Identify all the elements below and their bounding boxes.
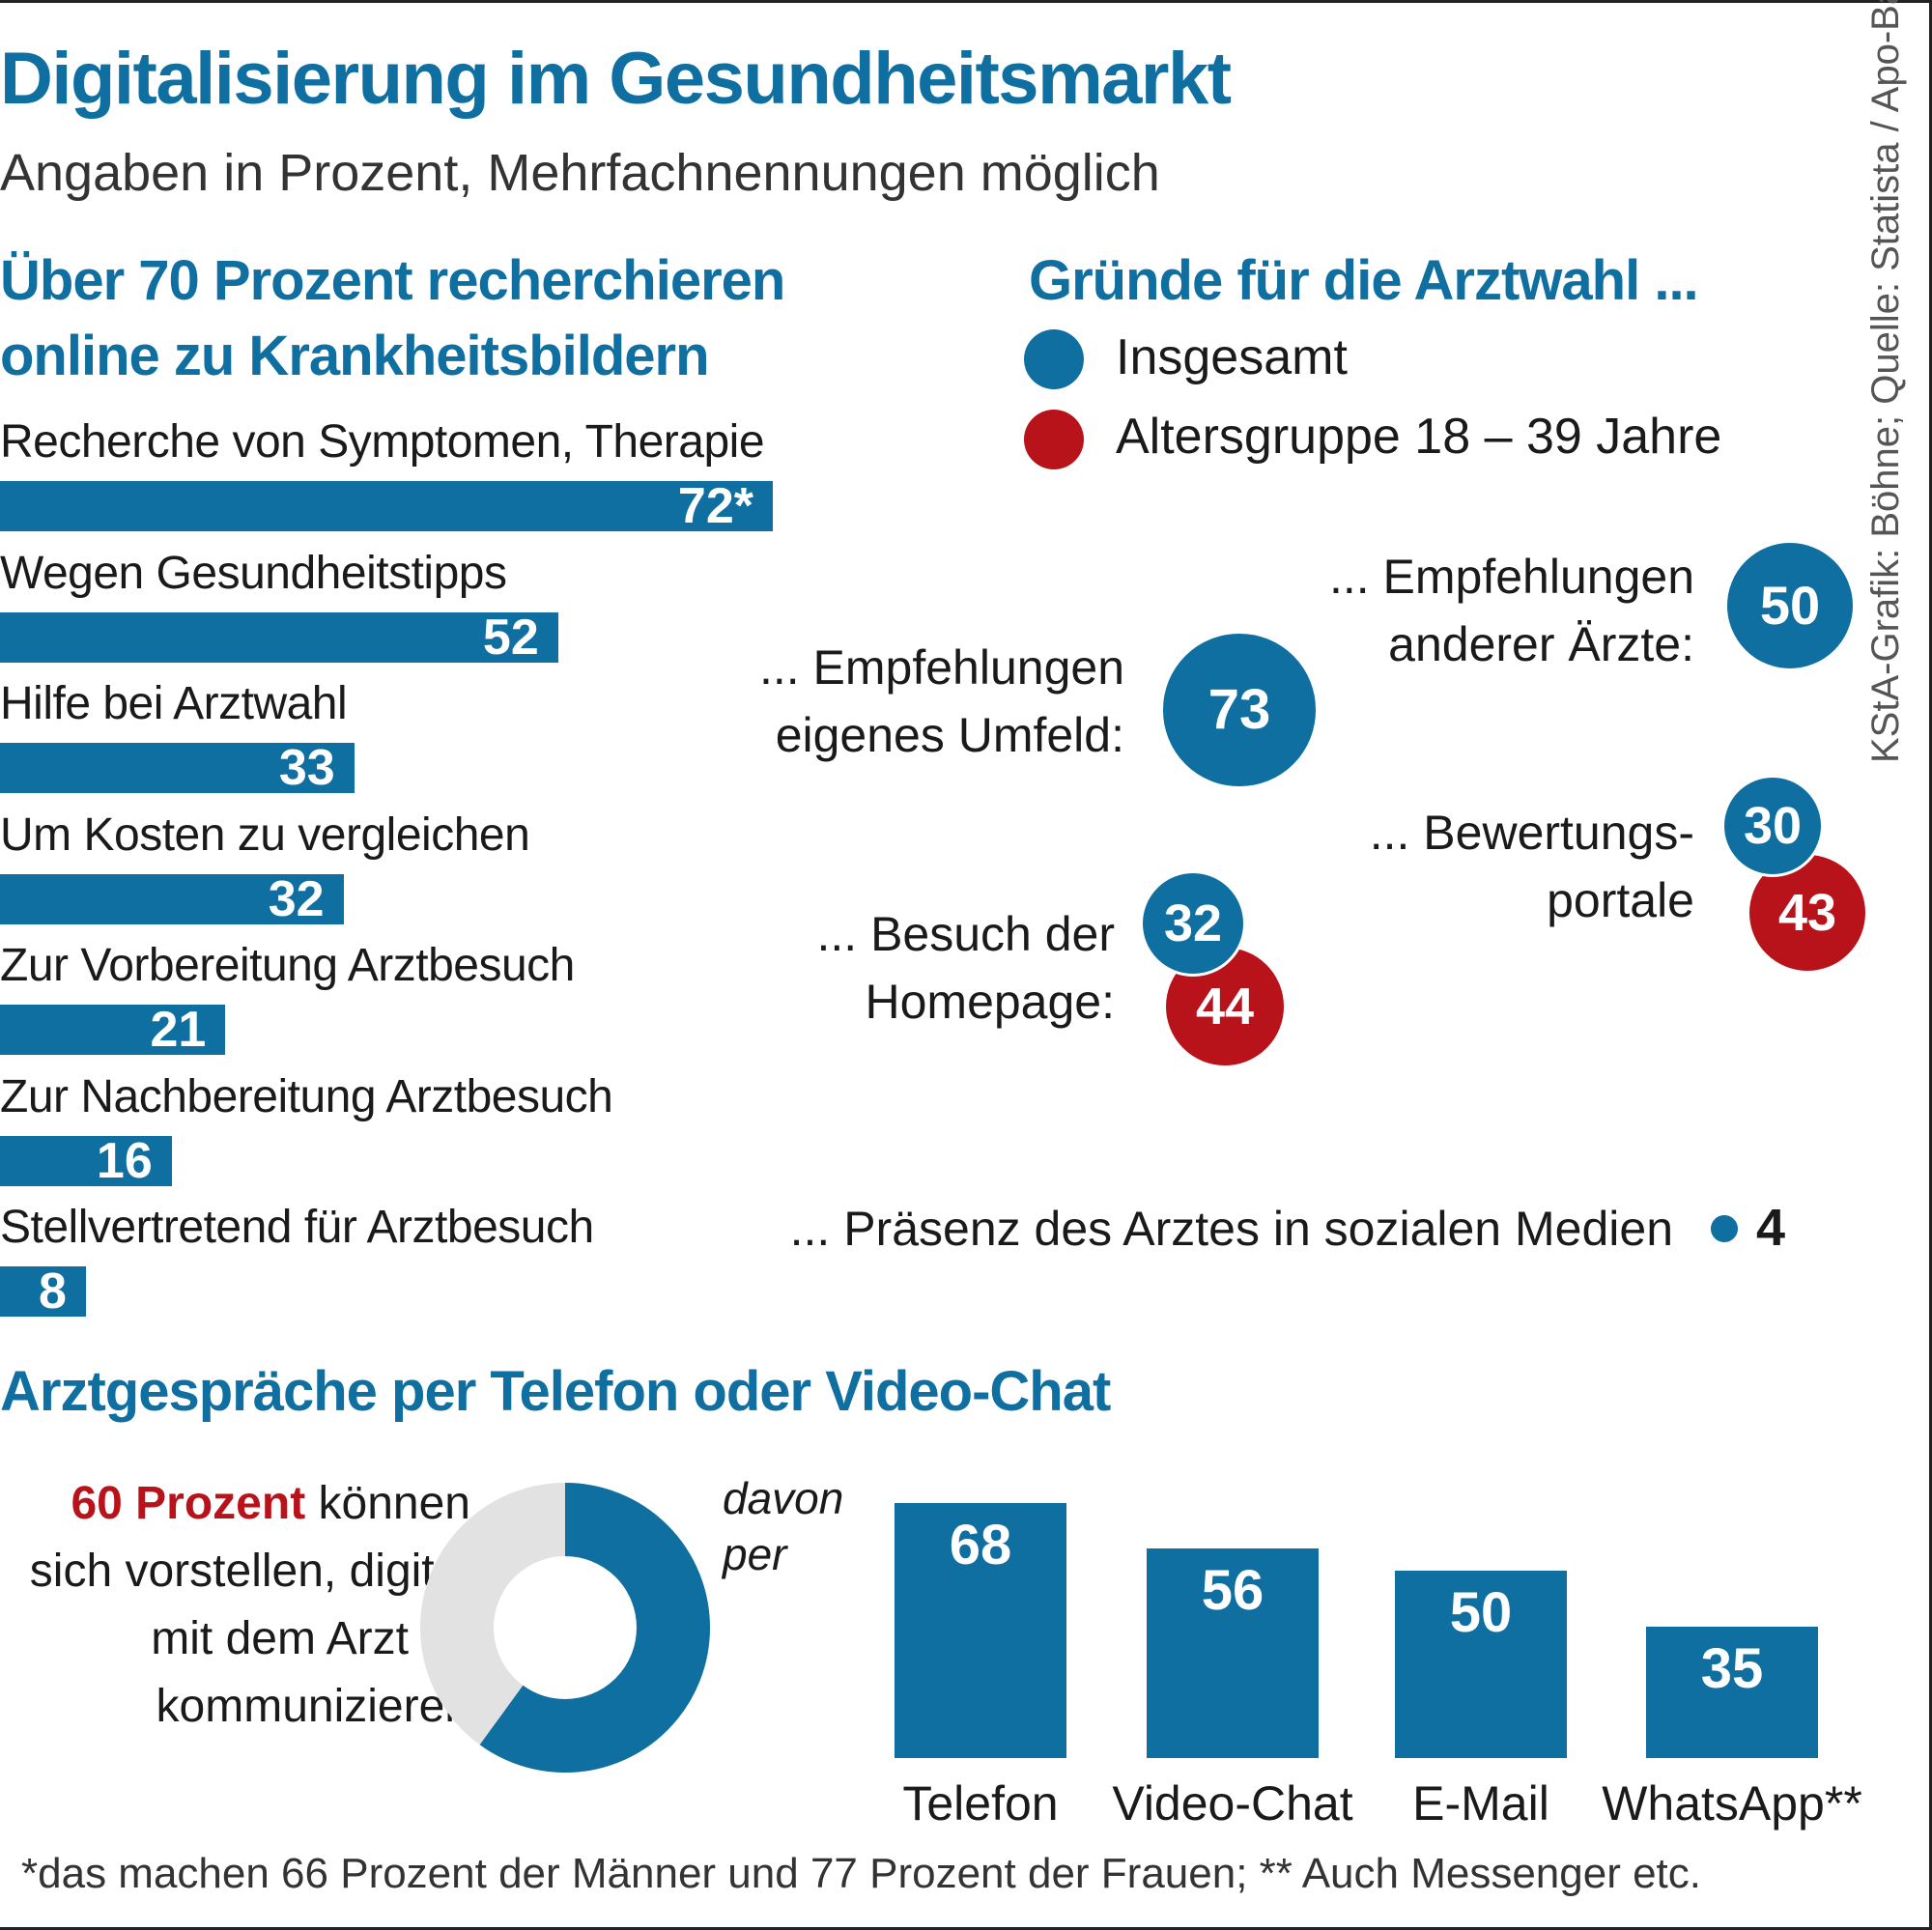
donut-chart (420, 1483, 710, 1773)
column-category-label: Telefon (902, 1776, 1059, 1831)
column-bar (895, 1503, 1066, 1758)
column-category-label: E-Mail (1412, 1776, 1549, 1831)
bar-label: Um Kosten zu vergleichen (0, 809, 530, 861)
bubble-aerzte-insgesamt: 50 (1723, 539, 1857, 672)
reason-label-portale: ... Bewertungs- portale (1370, 799, 1694, 934)
column-value-label: 68 (949, 1514, 1012, 1576)
davon-per-label: davon per (723, 1473, 844, 1579)
donut-description: 60 Prozent können sich vorstellen, digit… (0, 1470, 470, 1741)
bubble-umfeld-insgesamt: 73 (1160, 631, 1319, 789)
source-credit: KStA-Grafik: Böhne; Quelle: Statista / A… (1864, 0, 1907, 763)
reason-label-portale-line1: ... Bewertungs- (1369, 806, 1694, 860)
bar (0, 1266, 86, 1317)
bar (0, 1005, 226, 1055)
section1-title: Über 70 Prozent recherchieren online zu … (0, 243, 785, 394)
column-value-label: 35 (1700, 1637, 1764, 1701)
column-value-label: 56 (1201, 1558, 1264, 1622)
reason-label-homepage-line1: ... Besuch der (816, 907, 1116, 961)
bar-value-label: 72* (677, 478, 753, 534)
donut-highlight: 60 Prozent (71, 1478, 306, 1529)
reason-label-social: ... Präsenz des Arztes in sozialen Medie… (789, 1202, 1673, 1256)
bar-label: Zur Nachbereitung Arztbesuch (0, 1070, 613, 1122)
bar (0, 873, 344, 924)
chart-subtitle: Angaben in Prozent, Mehrfachnennungen mö… (0, 144, 1160, 202)
legend-dot-insgesamt (1024, 329, 1084, 389)
column-value-label: 50 (1449, 1580, 1513, 1644)
reason-label-aerzte-line1: ... Empfehlungen (1328, 550, 1694, 604)
reason-label-aerzte: ... Empfehlungen anderer Ärzte: (1329, 543, 1694, 678)
bar-label: Stellvertretend für Arztbesuch (0, 1202, 594, 1253)
reason-label-umfeld-line2: eigenes Umfeld: (775, 708, 1124, 762)
reason-label-homepage: ... Besuch der Homepage: (817, 900, 1116, 1036)
bar-value-label: 32 (268, 870, 325, 927)
bar-value-label: 8 (38, 1263, 67, 1320)
bubble-social-value: 4 (1756, 1199, 1786, 1257)
bar-label: Zur Vorbereitung Arztbesuch (0, 940, 575, 991)
bubble-social-insgesamt (1708, 1212, 1741, 1245)
bar (0, 1135, 172, 1186)
column-bar (1646, 1627, 1818, 1758)
section2-title: Gründe für die Arztwahl ... (1029, 249, 1699, 312)
bar-value-label: 33 (278, 740, 335, 796)
bar (0, 611, 558, 663)
section1-title-line2: online zu Krankheitsbildern (0, 325, 710, 387)
donut-slice-60 (420, 1483, 710, 1773)
legend-dot-altersgruppe (1024, 410, 1084, 469)
column-category-label: Video-Chat (1112, 1776, 1353, 1831)
column-category-label: WhatsApp** (1602, 1776, 1862, 1831)
bubble-portale-insgesamt: 30 (1720, 774, 1825, 878)
column-bar (1395, 1570, 1567, 1758)
section1-title-line1: Über 70 Prozent recherchieren (0, 249, 785, 312)
bar-label: Hilfe bei Arztwahl (0, 678, 348, 729)
legend-label-insgesamt: Insgesamt (1116, 329, 1348, 385)
bar-value-label: 52 (482, 609, 539, 666)
footnote: *das machen 66 Prozent der Männer und 77… (21, 1850, 1702, 1897)
bar-value-label: 21 (150, 1002, 207, 1058)
chart-title: Digitalisierung im Gesundheitsmarkt (0, 38, 1232, 120)
legend-label-altersgruppe: Altersgruppe 18 – 39 Jahre (1116, 409, 1722, 465)
reason-label-portale-line2: portale (1547, 873, 1694, 927)
reason-label-homepage-line2: Homepage: (865, 975, 1116, 1029)
bar-value-label: 16 (96, 1132, 153, 1189)
bar (0, 743, 355, 793)
reason-label-umfeld-line1: ... Empfehlungen (758, 640, 1124, 695)
bar-label: Wegen Gesundheitstipps (0, 547, 507, 599)
reason-label-aerzte-line2: anderer Ärzte: (1388, 617, 1694, 671)
bubble-homepage-insgesamt: 32 (1139, 869, 1247, 978)
section3-title: Arztgespräche per Telefon oder Video-Cha… (0, 1360, 1111, 1423)
donut-text-rest: können sich vorstellen, digital mit dem … (29, 1478, 470, 1732)
reason-label-umfeld: ... Empfehlungen eigenes Umfeld: (759, 634, 1124, 769)
bar (0, 481, 773, 531)
column-bar (1147, 1547, 1319, 1758)
bar-label: Recherche von Symptomen, Therapie (0, 416, 765, 468)
